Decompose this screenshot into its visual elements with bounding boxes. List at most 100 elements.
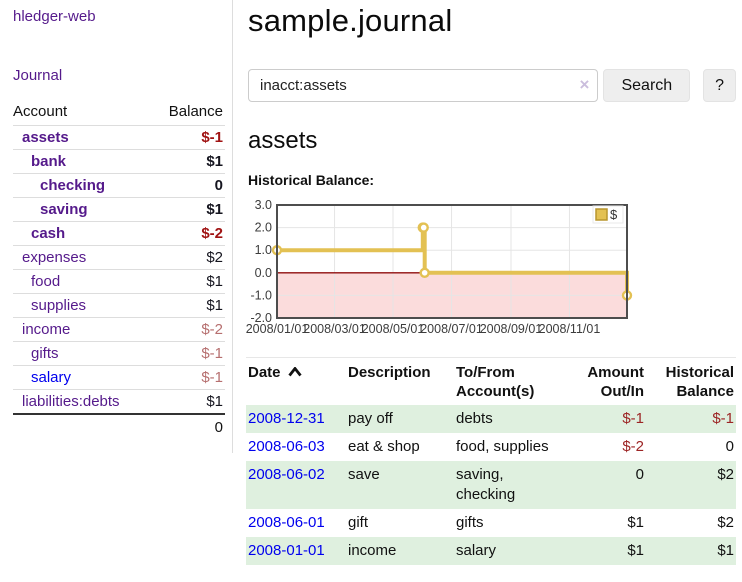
table-row: 2008-01-01 income salary $1 $1 xyxy=(246,537,736,565)
account-link[interactable]: income xyxy=(22,321,71,338)
brand-link[interactable]: hledger-web xyxy=(13,8,96,25)
account-page-title: assets xyxy=(248,127,318,154)
account-balance: $-2 xyxy=(201,225,223,242)
transaction-description: gift xyxy=(348,514,369,531)
historical-balance-chart: $3.0 2.0 1.0 0.0 -1.0 -2.02008/01/012008/03/0… xyxy=(246,198,633,336)
table-row: 2008-06-02 save saving, checking 0 $2 xyxy=(246,461,736,509)
table-row: 2008-12-31 pay off debts $-1 $-1 xyxy=(246,405,736,433)
transaction-amount: 0 xyxy=(566,461,646,509)
x-axis-tick-label: 2008/05/01 xyxy=(362,322,425,336)
account-row: assets $-1 xyxy=(13,125,225,149)
account-balance: $-2 xyxy=(201,321,223,338)
transaction-date-link[interactable]: 2008-12-31 xyxy=(248,410,325,427)
account-balance: $1 xyxy=(206,201,223,218)
transaction-date: 2008-01-01 xyxy=(246,537,346,565)
table-row: 2008-06-01 gift gifts $1 $2 xyxy=(246,509,736,537)
transaction-balance: 0 xyxy=(725,438,734,455)
account-balance: $1 xyxy=(206,273,223,290)
transaction-date: 2008-06-03 xyxy=(246,433,346,461)
transaction-amount: $1 xyxy=(627,514,644,531)
total-balance: 0 xyxy=(214,419,223,436)
tofrom-column-header: To/From Account(s) xyxy=(456,364,535,400)
account-balance: $1 xyxy=(206,153,223,170)
y-axis-tick-label: 3.0 xyxy=(255,198,272,212)
help-button[interactable]: ? xyxy=(703,69,736,102)
account-row: saving $1 xyxy=(13,197,225,221)
y-axis-tick-label: 0.0 xyxy=(255,266,272,280)
transaction-description: eat & shop xyxy=(348,438,420,455)
search-form: × Search ? xyxy=(248,69,736,102)
account-column-header: Account xyxy=(13,103,68,120)
transaction-date: 2008-06-01 xyxy=(246,509,346,537)
legend-swatch xyxy=(595,208,608,221)
account-row: liabilities:debts $1 xyxy=(13,389,225,413)
plot-border xyxy=(276,204,628,319)
y-axis-tick-label: -2.0 xyxy=(250,311,272,325)
sidebar: hledger-web Journal Account Balance asse… xyxy=(0,0,233,453)
balance-column-header-main: Historical Balance xyxy=(665,364,734,400)
account-row: food $1 xyxy=(13,269,225,293)
transaction-description: save xyxy=(346,461,454,509)
account-tree-total-row: 0 xyxy=(13,413,225,439)
account-link[interactable]: gifts xyxy=(31,345,59,362)
register-rows: 2008-12-31 pay off debts $-1 $-1 2008-06-03 ea… xyxy=(246,405,736,565)
register-table: Date Description To/From Account(s) Amou… xyxy=(246,357,736,565)
balance-column-header: Balance xyxy=(168,103,223,120)
account-link[interactable]: salary xyxy=(31,369,72,386)
sort-ascending-icon xyxy=(287,363,302,382)
y-axis-tick-label: -1.0 xyxy=(250,288,272,302)
x-axis-tick-label: 2008/01/01 xyxy=(246,322,308,336)
transaction-balance: $1 xyxy=(646,537,736,565)
search-input[interactable] xyxy=(248,69,599,102)
account-row: checking 0 xyxy=(13,173,225,197)
search-input-wrap: × xyxy=(248,69,599,102)
account-link[interactable]: saving xyxy=(40,201,88,218)
transaction-balance: $-1 xyxy=(646,405,736,433)
description-column-header: Description xyxy=(348,364,431,381)
search-button[interactable]: Search xyxy=(603,69,691,102)
account-balance: $-1 xyxy=(201,369,223,386)
transaction-description: pay off xyxy=(346,405,454,433)
table-row: 2008-06-03 eat & shop food, supplies $-2 0 xyxy=(246,433,736,461)
transaction-balance: $2 xyxy=(717,514,734,531)
transaction-accounts: debts xyxy=(454,405,566,433)
account-link[interactable]: supplies xyxy=(31,297,87,314)
account-link[interactable]: bank xyxy=(31,153,67,170)
data-point-marker xyxy=(418,222,429,233)
account-link[interactable]: expenses xyxy=(22,249,87,266)
account-tree-rows: assets $-1 bank $1 checking 0 saving $1 cash $-2 e… xyxy=(13,125,225,413)
amount-column-header: Amount Out/In xyxy=(587,364,644,400)
account-tree-header: Account Balance xyxy=(13,100,225,125)
transaction-date-link[interactable]: 2008-06-02 xyxy=(248,466,325,483)
x-axis-tick-label: 2008/07/01 xyxy=(420,322,483,336)
data-point-marker xyxy=(419,267,430,279)
transaction-date-link[interactable]: 2008-06-03 xyxy=(248,438,325,455)
account-row: gifts $-1 xyxy=(13,341,225,365)
clear-search-icon[interactable]: × xyxy=(579,75,590,94)
sidebar-item-journal[interactable]: Journal xyxy=(13,67,63,84)
transaction-date-link[interactable]: 2008-01-01 xyxy=(248,542,325,559)
account-balance: $-1 xyxy=(201,129,223,146)
account-row: bank $1 xyxy=(13,149,225,173)
account-row: income $-2 xyxy=(13,317,225,341)
account-row: cash $-2 xyxy=(13,221,225,245)
chart-title: Historical Balance: xyxy=(248,172,375,188)
account-balance: $-1 xyxy=(201,345,223,362)
date-header-label: Date xyxy=(248,364,281,381)
transaction-accounts: food, supplies xyxy=(456,438,549,455)
account-link[interactable]: cash xyxy=(31,225,66,242)
transaction-amount: $-2 xyxy=(622,438,644,455)
date-column-header[interactable]: Date xyxy=(246,358,346,406)
account-row: supplies $1 xyxy=(13,293,225,317)
transaction-date-link[interactable]: 2008-06-01 xyxy=(248,514,325,531)
account-link[interactable]: checking xyxy=(40,177,106,194)
account-balance: $2 xyxy=(206,249,223,266)
account-link[interactable]: liabilities:debts xyxy=(22,393,120,410)
account-link[interactable]: assets xyxy=(22,129,69,146)
transaction-amount: $1 xyxy=(566,537,646,565)
transaction-accounts: salary xyxy=(454,537,566,565)
account-link[interactable]: food xyxy=(31,273,61,290)
page-title: sample.journal xyxy=(248,3,453,38)
transaction-balance: $2 xyxy=(646,461,736,509)
transaction-accounts: saving, checking xyxy=(454,461,566,509)
